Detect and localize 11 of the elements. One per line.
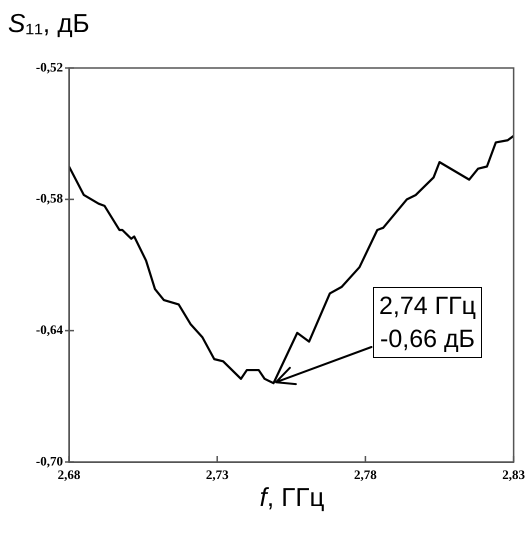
y-tick-label: -0,64	[36, 322, 64, 338]
annotation: 2,74 ГГц -0,66 дБ	[373, 287, 482, 358]
x-tick-label: 2,78	[354, 467, 378, 482]
y-tick-label: -0,70	[36, 453, 63, 468]
x-tick-label: 2,73	[206, 467, 230, 482]
x-tick-label: 2,83	[502, 467, 526, 482]
x-tick-label: 2,68	[58, 467, 81, 482]
y-tick-label: -0,58	[36, 190, 64, 206]
x-axis-title: f, ГГц	[258, 482, 326, 513]
y-tick-label: -0,52	[36, 59, 63, 74]
chart-title: S₁₁, дБ	[8, 8, 90, 39]
